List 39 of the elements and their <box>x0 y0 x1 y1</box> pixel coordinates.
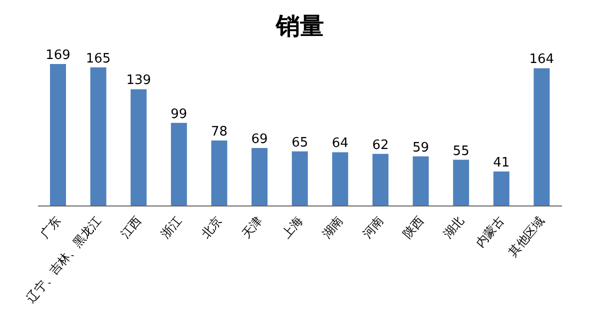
data-label: 55 <box>452 144 470 159</box>
x-tick-label: 其他区域 <box>506 214 548 260</box>
bar <box>372 154 388 206</box>
bar <box>534 68 550 206</box>
x-tick-label: 内蒙古 <box>473 214 507 250</box>
data-label: 41 <box>493 156 510 171</box>
x-tick-label: 浙江 <box>158 214 184 241</box>
x-tick-label: 江西 <box>118 214 144 241</box>
data-label: 69 <box>251 132 268 148</box>
x-tick-label: 湖北 <box>440 214 467 241</box>
x-tick-label: 河南 <box>360 214 386 241</box>
chart-title: 销量 <box>274 11 325 42</box>
data-label: 64 <box>332 136 348 152</box>
data-label: 99 <box>170 106 188 122</box>
bar <box>453 160 470 206</box>
data-label: 164 <box>529 52 554 68</box>
x-tick-label: 陕西 <box>400 214 426 241</box>
data-label: 62 <box>372 138 389 153</box>
bar <box>493 172 510 206</box>
bar <box>412 156 429 206</box>
bar <box>211 140 228 206</box>
x-tick-label: 北京 <box>198 214 225 241</box>
bar <box>50 64 66 206</box>
bar <box>90 67 106 206</box>
data-label: 169 <box>46 48 70 63</box>
bar <box>170 122 187 206</box>
bar <box>332 152 348 206</box>
data-label: 139 <box>126 73 152 88</box>
bar <box>252 148 268 206</box>
x-tick-label: 上海 <box>279 214 306 241</box>
bar <box>130 89 147 206</box>
data-label: 165 <box>86 51 111 66</box>
x-tick-label: 天津 <box>238 214 266 241</box>
x-tick-label: 湖南 <box>320 214 346 241</box>
bar <box>292 151 308 206</box>
data-label: 59 <box>412 140 430 156</box>
data-label: 65 <box>292 135 308 150</box>
data-label: 78 <box>210 124 228 140</box>
x-tick-label: 广东 <box>37 214 64 241</box>
